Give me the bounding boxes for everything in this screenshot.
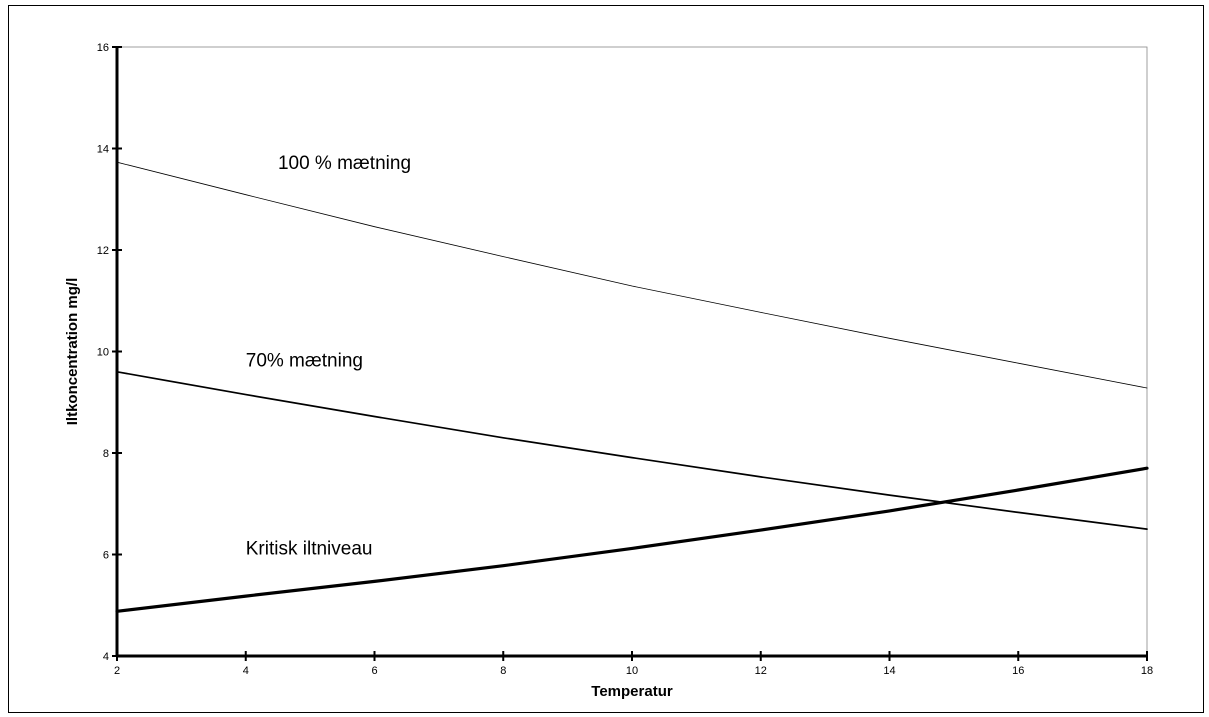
y-tick-label: 6: [103, 550, 109, 562]
series-label-2: 70% mætning: [246, 351, 363, 372]
y-tick-label: 4: [103, 651, 109, 663]
series-label-1: 100 % mætning: [278, 153, 411, 174]
y-tick-label: 14: [97, 144, 109, 156]
y-tick-label: 16: [97, 42, 109, 54]
chart-frame: 2 4 6 8 10 12 14 16 18 4 6 8 10 12 14 16 100 % mætning 7…: [8, 5, 1204, 713]
y-tick-label: 10: [97, 347, 109, 359]
x-tick-label: 12: [755, 665, 767, 677]
series-line-1: [116, 161, 1148, 389]
series-line-2: [116, 370, 1148, 530]
series-layer: [115, 161, 1149, 613]
y-axis-title: Iltkoncentration mg/l: [64, 278, 81, 426]
series-label-3: Kritisk iltniveau: [246, 539, 373, 560]
x-tick-label: 18: [1141, 665, 1153, 677]
series-line-3: [115, 466, 1149, 613]
x-tick-label: 4: [243, 665, 249, 677]
x-tick-label: 2: [114, 665, 120, 677]
labels-layer: 100 % mætning 70% mætning Kritisk iltnivea…: [246, 153, 411, 560]
x-axis-title: Temperatur: [591, 683, 673, 700]
x-tick-label: 10: [626, 665, 638, 677]
y-tick-label: 12: [97, 245, 109, 257]
x-tick-label: 6: [371, 665, 377, 677]
x-tick-label: 14: [883, 665, 895, 677]
y-tick-label: 8: [103, 448, 109, 460]
x-tick-label: 16: [1012, 665, 1024, 677]
x-tick-label: 8: [500, 665, 506, 677]
